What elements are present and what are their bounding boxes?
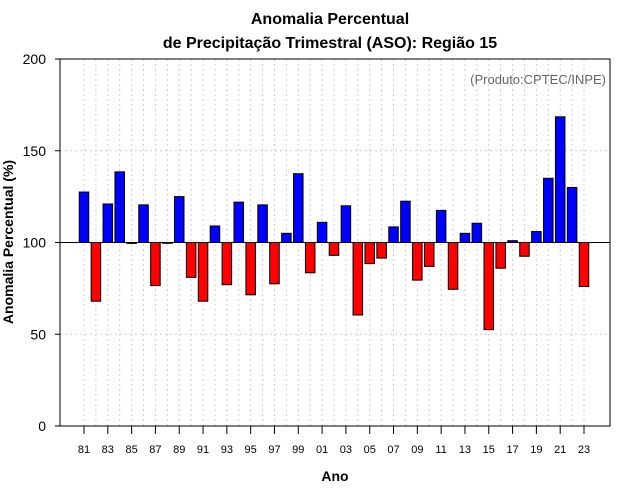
- bar-19: [531, 230, 542, 244]
- bar-09: [412, 242, 423, 281]
- x-tick-label: 95: [245, 444, 257, 456]
- bar-95: [245, 242, 256, 296]
- bar-00: [304, 242, 316, 274]
- bar-05: [364, 242, 375, 265]
- bar-98: [281, 232, 292, 243]
- y-axis-title: Anomalia Percentual (%): [0, 160, 16, 324]
- x-tick-label: 19: [530, 444, 542, 456]
- bar-18: [519, 242, 530, 257]
- y-tick-label: 0: [38, 418, 46, 434]
- x-tick-label: 17: [506, 444, 518, 456]
- bar-02: [328, 242, 340, 256]
- bar-93: [221, 242, 233, 286]
- bar-90: [185, 242, 197, 278]
- bar-06: [376, 242, 387, 259]
- bar-12: [447, 242, 459, 290]
- x-tick-label: 09: [411, 444, 423, 456]
- x-tick-label: 07: [387, 444, 399, 456]
- bar-92: [209, 225, 221, 243]
- x-tick-label: 81: [78, 444, 90, 456]
- bar-14: [471, 222, 483, 243]
- bar-99: [293, 173, 304, 243]
- bar-94: [233, 201, 245, 244]
- x-axis: 81 83 85 87 89 91 93 95 97 99 01 03 05 07 09 11 13 15 17 19…: [78, 426, 590, 456]
- x-tick-label: 89: [173, 444, 185, 456]
- bar-87: [150, 242, 161, 287]
- bar-22: [566, 186, 578, 243]
- bar-04: [352, 242, 364, 316]
- y-tick-label: 50: [30, 326, 46, 342]
- credit-label: (Produto:CPTEC/INPE): [470, 72, 606, 87]
- y-tick-label: 200: [23, 51, 47, 67]
- y-axis: 0 50 100 150 200: [23, 51, 60, 434]
- x-tick-label: 97: [268, 444, 280, 456]
- x-tick-label: 91: [197, 444, 209, 456]
- x-tick-label: 83: [102, 444, 114, 456]
- bar-96: [257, 204, 268, 244]
- x-tick-label: 87: [149, 444, 161, 456]
- bar-91: [197, 242, 209, 302]
- bar-83: [102, 203, 114, 243]
- y-tick-label: 150: [23, 143, 47, 159]
- bar-84: [114, 171, 125, 243]
- x-tick-label: 21: [554, 444, 566, 456]
- x-tick-label: 93: [221, 444, 233, 456]
- x-tick-label: 13: [459, 444, 471, 456]
- x-tick-label: 11: [435, 444, 446, 456]
- bar-89: [173, 196, 185, 243]
- x-tick-label: 23: [578, 444, 590, 456]
- y-tick-label: 100: [23, 235, 47, 251]
- bar-86: [138, 204, 149, 244]
- bar-21: [554, 116, 566, 243]
- x-tick-label: 99: [292, 444, 304, 456]
- bar-01: [316, 221, 328, 244]
- bar-20: [543, 177, 554, 243]
- bars: [78, 116, 590, 331]
- bar-81: [78, 191, 90, 244]
- bar-13: [459, 232, 471, 243]
- bar-15: [483, 242, 495, 331]
- x-tick-label: 03: [340, 444, 352, 456]
- bar-97: [269, 242, 280, 285]
- bar-07: [388, 226, 399, 243]
- bar-10: [423, 242, 435, 267]
- bar-11: [435, 209, 447, 243]
- chart-title-line2: de Precipitação Trimestral (ASO): Região…: [163, 35, 497, 52]
- grid: [60, 59, 610, 426]
- bar-16: [495, 242, 506, 269]
- bar-23: [578, 242, 590, 288]
- x-tick-label: 05: [364, 444, 376, 456]
- chart-title-line1: Anomalia Percentual: [251, 11, 409, 28]
- x-axis-title: Ano: [321, 468, 348, 484]
- bar-82: [90, 242, 102, 302]
- x-tick-label: 15: [483, 444, 495, 456]
- x-tick-label: 01: [316, 444, 328, 456]
- bar-08: [400, 200, 411, 243]
- bar-03: [340, 205, 352, 244]
- x-tick-label: 85: [125, 444, 137, 456]
